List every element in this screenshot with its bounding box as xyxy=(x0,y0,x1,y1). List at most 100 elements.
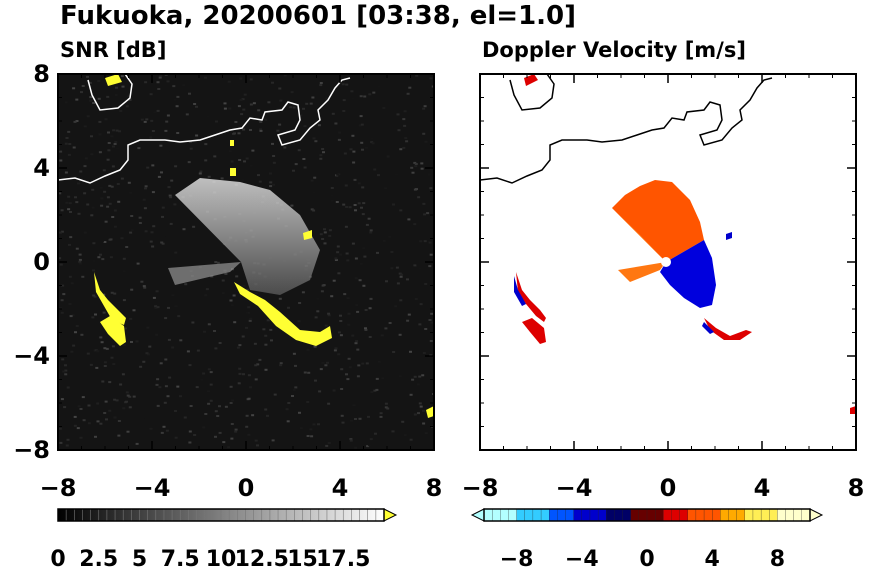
doppler-colorbar-label: 4 xyxy=(705,547,720,570)
snr-noise-cell xyxy=(303,166,307,169)
doppler-colorbar-label: 0 xyxy=(639,547,654,570)
snr-noise-cell xyxy=(413,188,417,191)
snr-noise-cell xyxy=(160,431,164,434)
snr-colorbar-separators xyxy=(65,509,377,521)
snr-noise-cell xyxy=(413,375,417,378)
snr-noise-cell xyxy=(68,143,72,145)
snr-noise-cell xyxy=(247,306,251,309)
doppler-colorbar-segment xyxy=(500,508,509,522)
snr-y-tick-label: 0 xyxy=(33,248,50,276)
snr-noise-cell xyxy=(125,105,129,108)
snr-noise-cell xyxy=(413,161,417,164)
snr-noise-cell xyxy=(347,312,351,315)
snr-noise-cell xyxy=(86,352,90,355)
snr-noise-cell xyxy=(230,304,234,307)
snr-noise-cell xyxy=(204,413,208,415)
snr-noise-cell xyxy=(249,78,253,81)
snr-noise-cell xyxy=(170,179,174,182)
snr-noise-cell xyxy=(174,436,178,439)
doppler-colorbar-label: 8 xyxy=(770,547,785,570)
snr-noise-cell xyxy=(301,291,305,294)
snr-noise-cell xyxy=(152,296,156,299)
doppler-colorbar-segment xyxy=(581,508,591,522)
doppler-colorbar-segment xyxy=(769,508,778,522)
doppler-colorbar-segment xyxy=(712,508,721,522)
snr-noise-cell xyxy=(113,292,117,295)
snr-noise-cell xyxy=(278,297,282,300)
snr-noise-cell xyxy=(135,340,139,343)
snr-noise-cell xyxy=(249,386,252,389)
snr-noise-cell xyxy=(330,295,334,298)
snr-noise-cell xyxy=(70,350,74,353)
doppler-colorbar-segment xyxy=(793,508,803,522)
snr-noise-cell xyxy=(398,272,402,275)
snr-noise-cell xyxy=(283,74,287,77)
snr-noise-cell xyxy=(370,141,374,144)
snr-noise-cell xyxy=(113,398,117,401)
doppler-x-tick-label: 8 xyxy=(848,474,865,502)
doppler-colorbar-segment xyxy=(540,508,550,522)
snr-noise-cell xyxy=(242,128,246,131)
snr-noise-cell xyxy=(276,129,280,132)
snr-noise-cell xyxy=(130,288,134,291)
snr-noise-cell xyxy=(234,121,238,123)
snr-noise-cell xyxy=(402,146,406,149)
snr-noise-cell xyxy=(324,364,328,367)
snr-noise-cell xyxy=(176,95,180,98)
doppler-colorbar-labels: −8 −4 0 4 8 xyxy=(500,547,785,570)
snr-noise-cell xyxy=(63,371,67,374)
snr-colorbar-label: 12.5 xyxy=(235,547,289,570)
snr-x-tick-label: 0 xyxy=(238,474,255,502)
snr-noise-cell xyxy=(102,169,106,172)
doppler-colorbar-segment xyxy=(736,508,746,522)
snr-noise-cell xyxy=(221,279,225,282)
snr-noise-cell xyxy=(79,170,83,173)
snr-noise-cell xyxy=(375,377,379,380)
snr-noise-cell xyxy=(254,378,258,381)
snr-noise-cell xyxy=(420,167,424,170)
snr-noise-cell xyxy=(419,303,423,306)
snr-y-tick-label: −8 xyxy=(13,436,50,464)
doppler-colorbar-segment xyxy=(638,508,648,522)
snr-noise-cell xyxy=(98,133,102,136)
snr-noise-cell xyxy=(100,197,104,200)
doppler-colorbar-segment xyxy=(549,508,558,522)
doppler-x-tick-label: 4 xyxy=(754,474,771,502)
snr-noise-cell xyxy=(195,105,198,108)
snr-noise-cell xyxy=(339,253,343,256)
snr-y-tick-label: 8 xyxy=(33,60,50,88)
doppler-coastline xyxy=(480,77,773,184)
snr-noise-cell xyxy=(155,333,159,336)
snr-noise-cell xyxy=(199,170,203,173)
snr-noise-cell xyxy=(338,331,341,334)
snr-noise-cell xyxy=(269,185,273,188)
snr-noise-cell xyxy=(259,128,262,131)
snr-noise-cell xyxy=(115,129,119,132)
snr-noise-cell xyxy=(381,377,385,380)
doppler-colorbar-segment xyxy=(695,508,705,522)
doppler-colorbar-segment xyxy=(720,508,729,522)
doppler-colorbar-segment xyxy=(646,508,656,522)
snr-noise-cell xyxy=(320,290,324,293)
snr-noise-cell xyxy=(376,251,379,254)
snr-noise-cell xyxy=(247,374,251,377)
doppler-colorbar-segment xyxy=(744,508,754,522)
snr-noise-cell xyxy=(357,182,361,185)
snr-noise-cell xyxy=(110,356,114,359)
snr-noise-cell xyxy=(223,107,227,110)
snr-noise-cell xyxy=(354,418,357,420)
snr-noise-cell xyxy=(112,363,116,366)
snr-noise-cell xyxy=(160,171,163,174)
snr-noise-cell xyxy=(314,379,317,382)
snr-noise-cell xyxy=(75,120,79,122)
snr-noise-cell xyxy=(373,389,377,392)
doppler-colorbar-segment xyxy=(589,508,599,522)
snr-noise-cell xyxy=(70,282,74,285)
snr-noise-cell xyxy=(273,393,277,396)
snr-noise-cell xyxy=(238,159,242,161)
snr-noise-cell xyxy=(92,242,96,245)
snr-noise-cell xyxy=(214,261,218,264)
doppler-colorbar-segment xyxy=(777,508,787,522)
snr-noise-cell xyxy=(352,150,356,153)
snr-noise-cell xyxy=(104,118,108,121)
